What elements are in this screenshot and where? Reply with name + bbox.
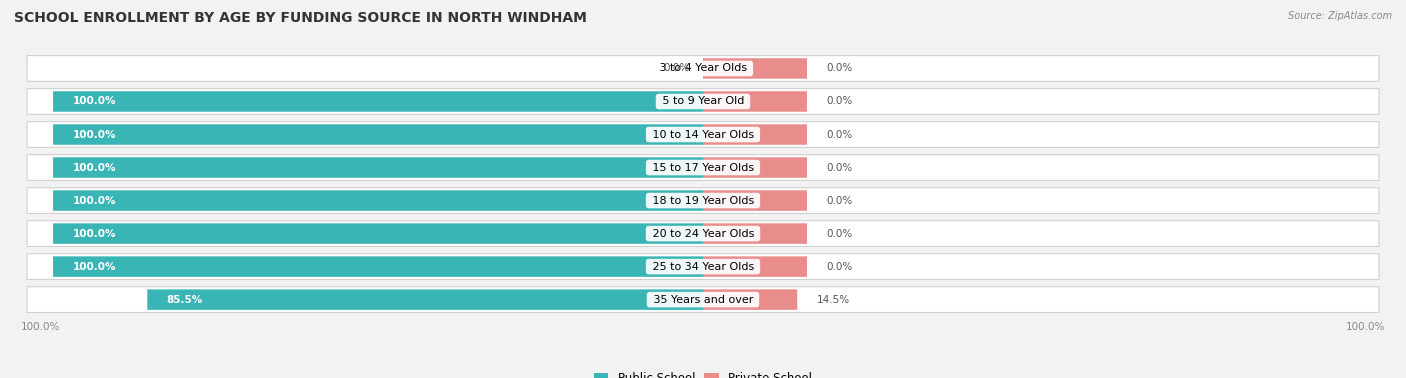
FancyBboxPatch shape [53, 91, 703, 112]
FancyBboxPatch shape [703, 290, 797, 310]
Text: 10 to 14 Year Olds: 10 to 14 Year Olds [648, 130, 758, 139]
Text: 100.0%: 100.0% [73, 163, 117, 172]
Text: 5 to 9 Year Old: 5 to 9 Year Old [658, 96, 748, 107]
Text: 0.0%: 0.0% [827, 130, 853, 139]
FancyBboxPatch shape [703, 256, 807, 277]
Text: 15 to 17 Year Olds: 15 to 17 Year Olds [648, 163, 758, 172]
FancyBboxPatch shape [53, 190, 703, 211]
FancyBboxPatch shape [53, 256, 703, 277]
Text: 0.0%: 0.0% [827, 262, 853, 272]
Text: 100.0%: 100.0% [73, 96, 117, 107]
FancyBboxPatch shape [703, 91, 807, 112]
Text: SCHOOL ENROLLMENT BY AGE BY FUNDING SOURCE IN NORTH WINDHAM: SCHOOL ENROLLMENT BY AGE BY FUNDING SOUR… [14, 11, 586, 25]
Text: 0.0%: 0.0% [827, 163, 853, 172]
FancyBboxPatch shape [703, 223, 807, 244]
FancyBboxPatch shape [27, 155, 1379, 180]
Text: 100.0%: 100.0% [1346, 322, 1385, 332]
Text: 100.0%: 100.0% [73, 195, 117, 206]
FancyBboxPatch shape [53, 223, 703, 244]
FancyBboxPatch shape [27, 188, 1379, 214]
Text: 0.0%: 0.0% [827, 64, 853, 73]
FancyBboxPatch shape [53, 124, 703, 145]
Text: 100.0%: 100.0% [73, 262, 117, 272]
Text: 35 Years and over: 35 Years and over [650, 294, 756, 305]
FancyBboxPatch shape [703, 124, 807, 145]
FancyBboxPatch shape [703, 58, 807, 79]
Text: 0.0%: 0.0% [827, 195, 853, 206]
FancyBboxPatch shape [703, 157, 807, 178]
Text: 25 to 34 Year Olds: 25 to 34 Year Olds [648, 262, 758, 272]
Legend: Public School, Private School: Public School, Private School [589, 367, 817, 378]
FancyBboxPatch shape [148, 290, 703, 310]
Text: 3 to 4 Year Olds: 3 to 4 Year Olds [655, 64, 751, 73]
Text: 20 to 24 Year Olds: 20 to 24 Year Olds [648, 229, 758, 239]
Text: 85.5%: 85.5% [167, 294, 202, 305]
FancyBboxPatch shape [53, 157, 703, 178]
FancyBboxPatch shape [27, 88, 1379, 115]
FancyBboxPatch shape [27, 254, 1379, 279]
Text: 0.0%: 0.0% [664, 64, 690, 73]
Text: 100.0%: 100.0% [21, 322, 60, 332]
Text: 0.0%: 0.0% [827, 96, 853, 107]
Text: Source: ZipAtlas.com: Source: ZipAtlas.com [1288, 11, 1392, 21]
FancyBboxPatch shape [703, 190, 807, 211]
FancyBboxPatch shape [27, 221, 1379, 246]
Text: 14.5%: 14.5% [817, 294, 849, 305]
Text: 0.0%: 0.0% [827, 229, 853, 239]
FancyBboxPatch shape [27, 287, 1379, 313]
FancyBboxPatch shape [27, 122, 1379, 147]
Text: 100.0%: 100.0% [73, 130, 117, 139]
FancyBboxPatch shape [27, 56, 1379, 81]
Text: 18 to 19 Year Olds: 18 to 19 Year Olds [648, 195, 758, 206]
Text: 100.0%: 100.0% [73, 229, 117, 239]
